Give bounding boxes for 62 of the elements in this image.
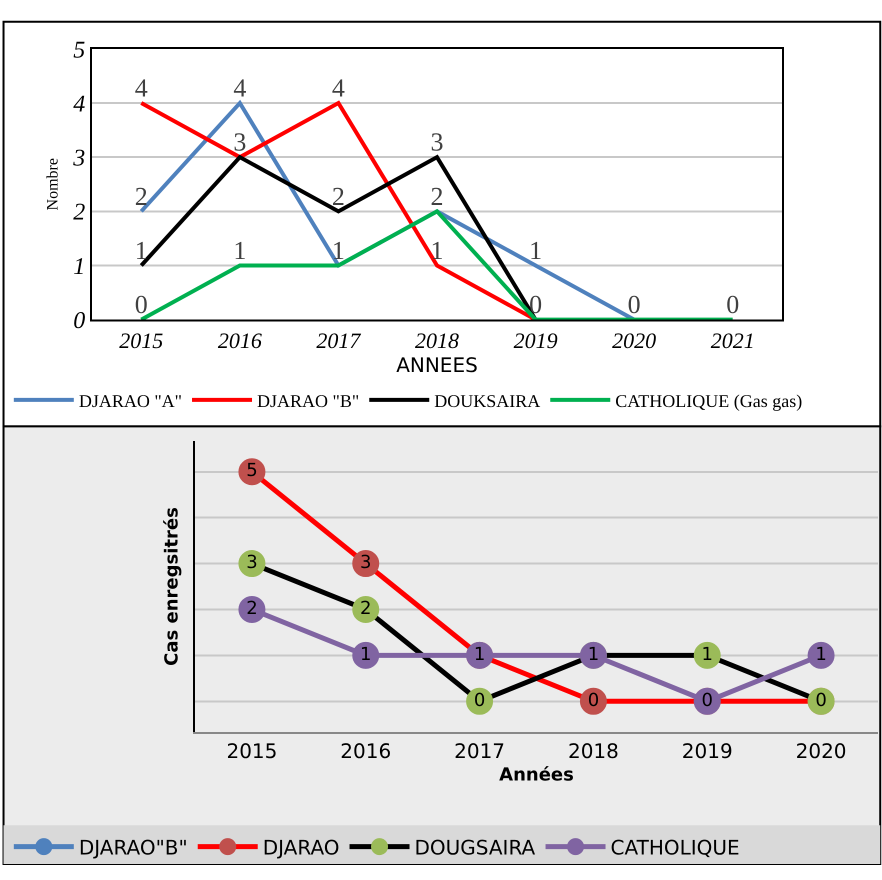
data-label: 3	[430, 128, 444, 157]
x-tick-label: 2018	[415, 328, 459, 354]
x-axis-title: Années	[499, 764, 574, 786]
data-label: 3	[360, 552, 372, 574]
legend-label: CATHOLIQUE (Gas gas)	[615, 390, 802, 411]
y-tick-label: 3	[72, 146, 86, 172]
data-label: 4	[134, 74, 148, 103]
data-label: 2	[430, 182, 444, 211]
legend-label: CATHOLIQUE	[610, 835, 740, 860]
legend-label: DJARAO	[262, 835, 340, 860]
data-label: 0	[588, 690, 600, 711]
data-label: 0	[702, 690, 713, 711]
data-label: 1	[233, 236, 246, 265]
data-label: 0	[815, 690, 827, 711]
data-label: 1	[134, 236, 148, 265]
x-tick-label: 2016	[340, 739, 392, 764]
y-tick-label: 5	[73, 37, 86, 64]
x-tick-label: 2016	[218, 328, 262, 354]
data-label: 1	[529, 236, 542, 265]
data-label: 1	[430, 236, 444, 265]
data-label: 2	[360, 598, 372, 619]
data-label: 3	[233, 128, 246, 157]
data-label: 3	[246, 552, 258, 574]
x-tick-label: 2021	[710, 328, 755, 354]
legend-label: DJARAO "A"	[78, 390, 182, 411]
x-tick-label: 2015	[119, 328, 164, 354]
y-tick-label: 0	[73, 308, 86, 334]
data-label: 0	[134, 290, 148, 320]
data-label: 4	[332, 74, 345, 103]
x-tick-label: 2015	[226, 739, 278, 764]
legend-label: DJARAO "B"	[257, 390, 360, 411]
x-tick-label: 2020	[796, 739, 847, 764]
y-tick-label: 4	[73, 91, 86, 118]
x-axis-title: ANNEES	[396, 353, 478, 378]
data-label: 2	[134, 182, 148, 211]
data-label: 0	[726, 290, 740, 320]
x-tick-label: 2018	[568, 739, 619, 764]
data-label: 1	[588, 644, 600, 665]
data-label: 1	[474, 644, 486, 665]
data-label: 1	[815, 644, 827, 665]
data-label: 1	[702, 644, 713, 665]
data-label: 0	[529, 290, 542, 320]
x-tick-label: 2019	[682, 739, 733, 764]
x-tick-label: 2019	[514, 328, 558, 354]
x-tick-label: 2020	[612, 328, 656, 354]
x-tick-label: 2017	[316, 328, 362, 354]
y-axis-title: Nombre	[44, 158, 62, 210]
data-label: 2	[246, 598, 258, 619]
legend-label: DOUKSAIRA	[434, 390, 540, 411]
data-label: 4	[233, 74, 246, 103]
data-label: 2	[332, 182, 345, 211]
data-label: 1	[360, 644, 372, 665]
y-tick-label: 1	[73, 254, 86, 280]
data-label: 0	[628, 290, 641, 320]
data-label: 0	[474, 690, 486, 711]
data-label: 5	[246, 460, 258, 482]
y-axis-title: Cas enregsitrés	[162, 507, 183, 666]
y-tick-label: 2	[73, 200, 86, 226]
data-label: 1	[332, 236, 345, 265]
legend-label: DJARAO"B"	[78, 835, 188, 860]
x-tick-label: 2017	[454, 739, 506, 764]
legend-label: DOUGSAIRA	[414, 835, 536, 860]
